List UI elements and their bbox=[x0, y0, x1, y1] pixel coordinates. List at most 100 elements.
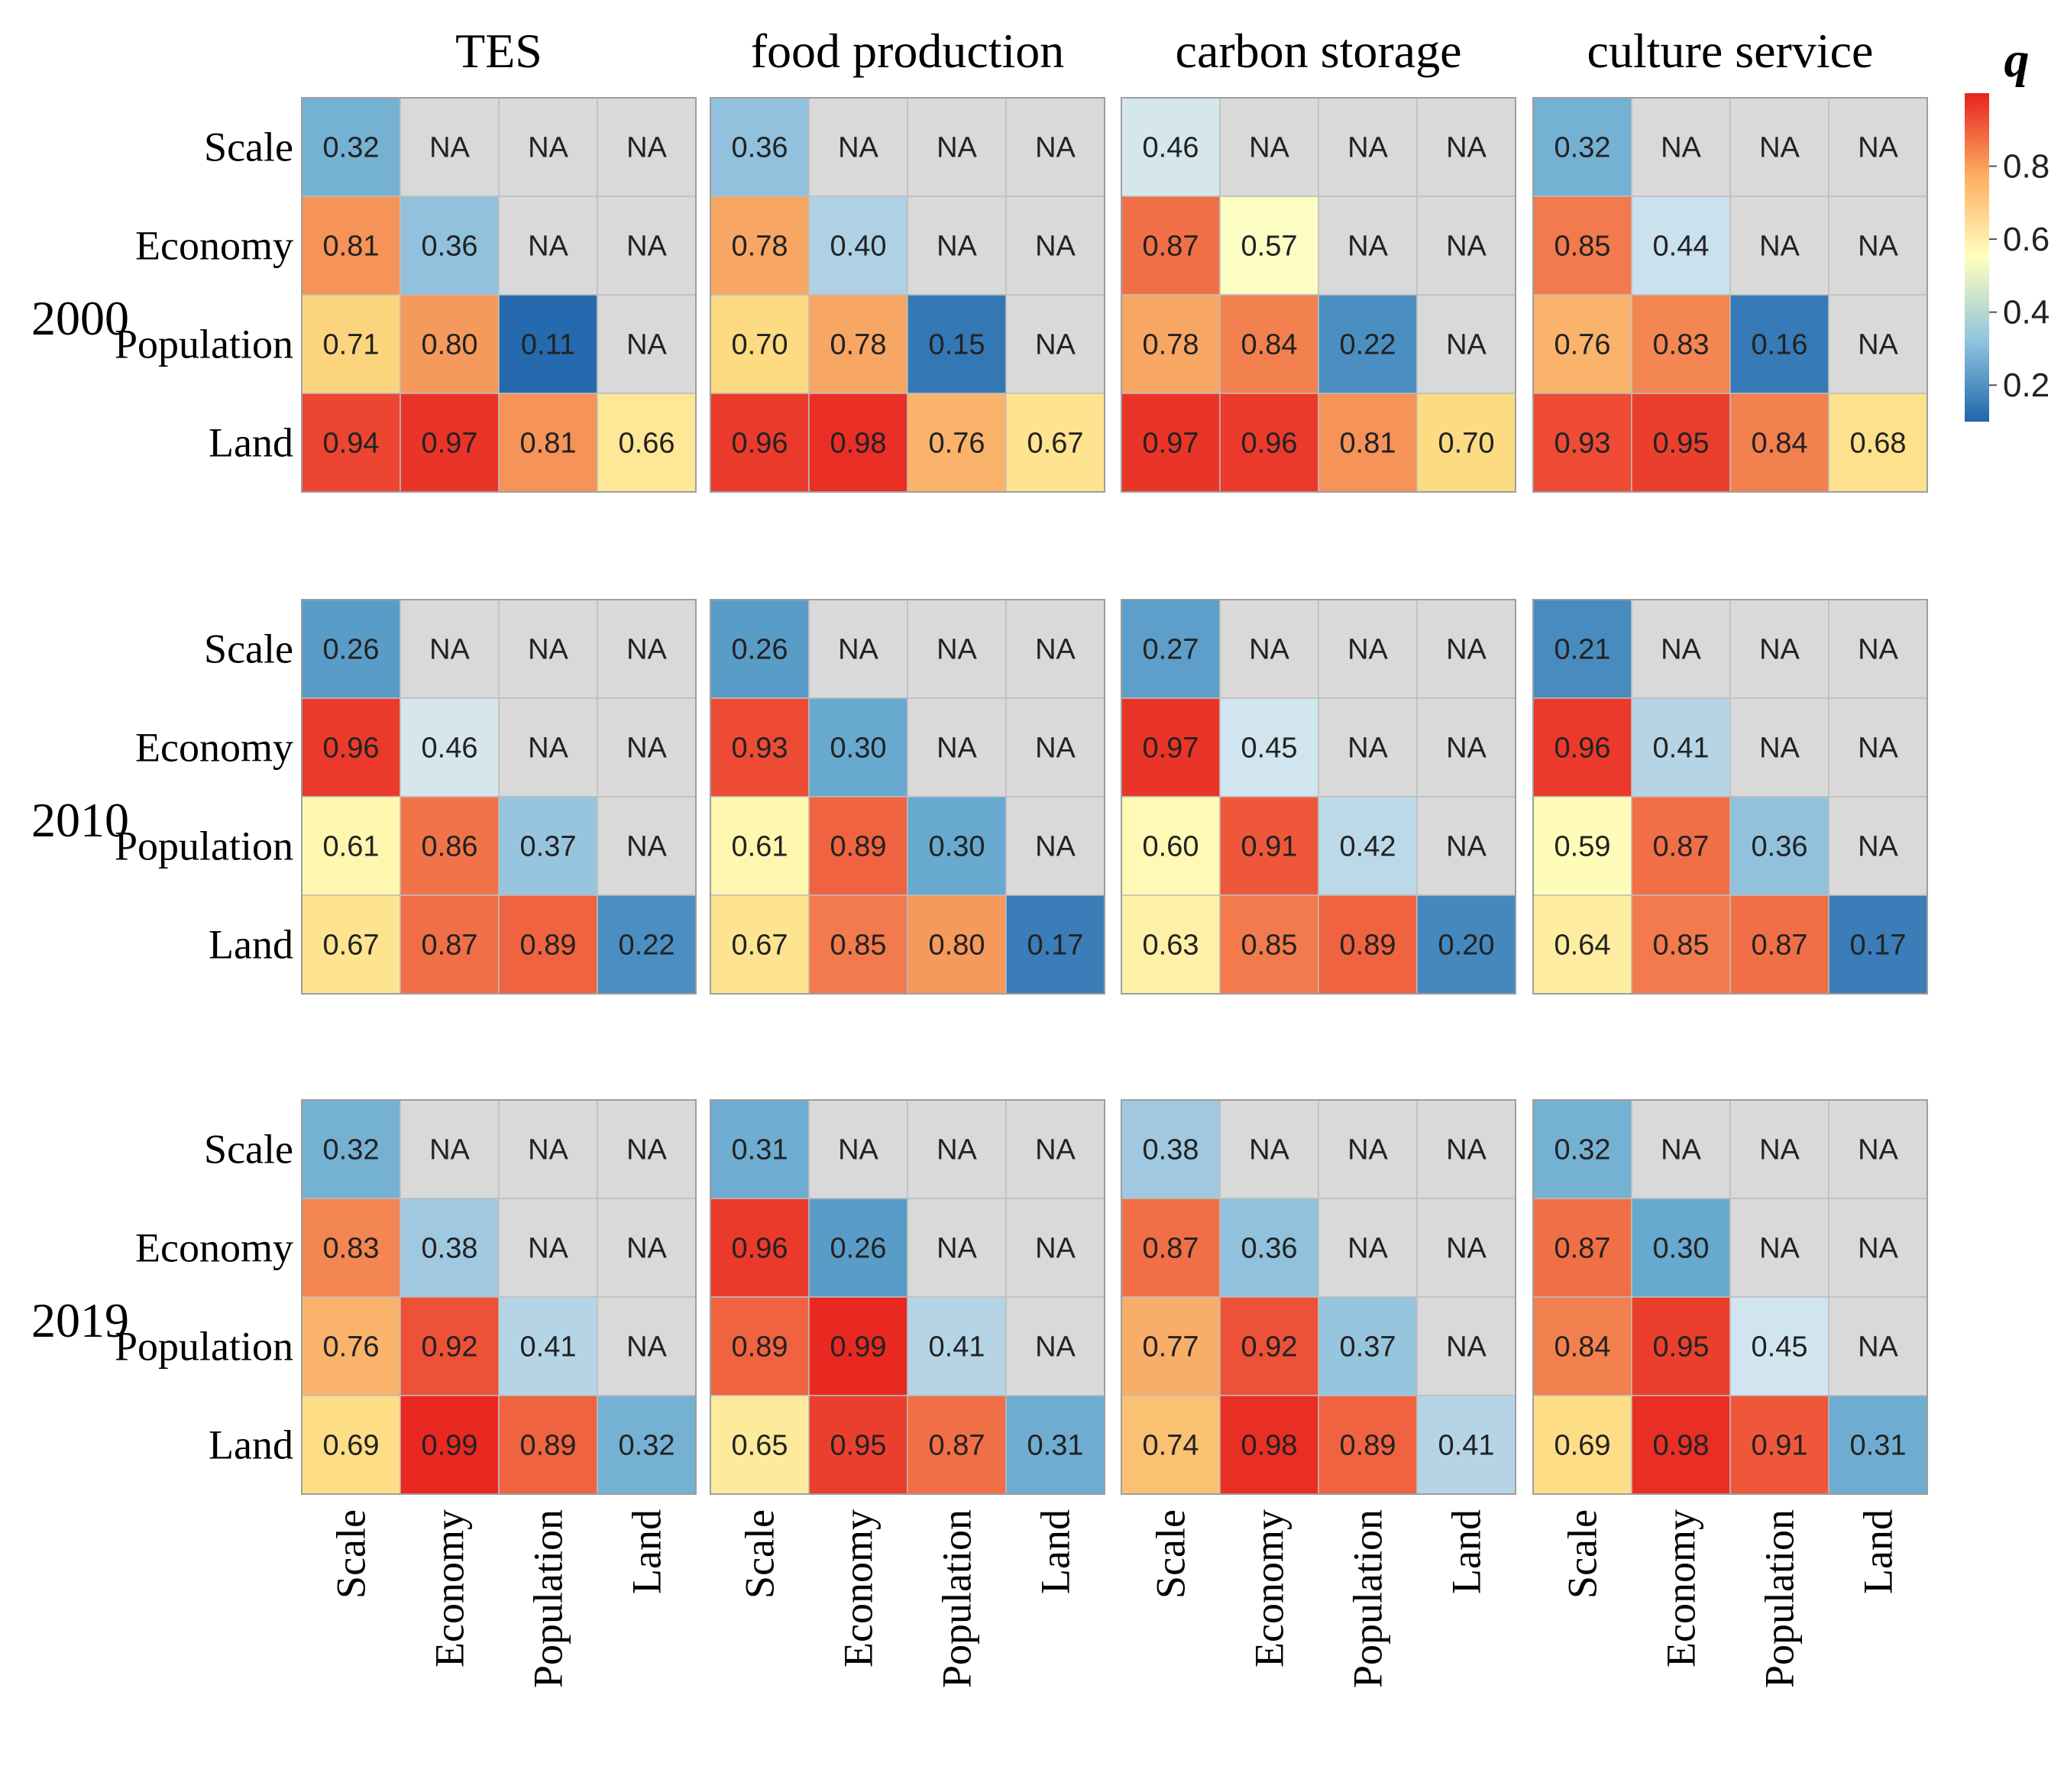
heatmap-cell bbox=[710, 1099, 810, 1199]
panel-2019-carbon-storage: 0.38 NA NA NA 0.87 0.36 NA NA 0.77 0.92 0.37 NA 0.74… bbox=[1121, 1099, 1516, 1495]
heatmap-cell bbox=[1219, 894, 1319, 995]
cell-value: NA bbox=[1347, 231, 1388, 263]
cell-value: NA bbox=[1347, 1233, 1388, 1265]
heatmap-cell bbox=[1416, 196, 1516, 296]
cell-value: 0.46 bbox=[1143, 132, 1199, 164]
cell-value: 0.97 bbox=[422, 428, 478, 460]
cell-value: NA bbox=[1035, 1134, 1076, 1166]
cell-value: 0.74 bbox=[1143, 1430, 1199, 1462]
cell-value: 0.63 bbox=[1143, 930, 1199, 962]
heatmap-cell bbox=[1416, 599, 1516, 699]
cell-value: 0.42 bbox=[1340, 831, 1396, 863]
column-title-carbon-storage: carbon storage bbox=[1176, 24, 1462, 78]
cell-value: 0.87 bbox=[422, 930, 478, 962]
cell-value: NA bbox=[1347, 634, 1388, 666]
cell-value: 0.32 bbox=[1554, 1134, 1611, 1166]
cell-value: NA bbox=[528, 634, 568, 666]
heatmap-cell bbox=[1828, 1395, 1928, 1495]
heatmap-cell bbox=[1121, 599, 1221, 699]
column-title-tes: TES bbox=[455, 24, 542, 78]
cell-value: 0.87 bbox=[1752, 930, 1808, 962]
cell-value: NA bbox=[626, 831, 667, 863]
x-tick-label-population: Population bbox=[526, 1509, 571, 1688]
heatmap-cell bbox=[808, 697, 908, 797]
cell-value: 0.76 bbox=[929, 428, 985, 460]
heatmap-cell bbox=[1828, 697, 1928, 797]
cell-value: NA bbox=[1446, 231, 1487, 263]
cell-value: NA bbox=[1446, 132, 1487, 164]
cell-value: NA bbox=[1035, 132, 1076, 164]
cell-value: 0.40 bbox=[830, 231, 887, 263]
cell-value: 0.38 bbox=[422, 1233, 478, 1265]
heatmap-cell bbox=[1828, 393, 1928, 493]
cell-value: 0.96 bbox=[732, 428, 788, 460]
cell-value: 0.69 bbox=[1554, 1430, 1611, 1462]
cell-value: 0.70 bbox=[732, 329, 788, 361]
cell-value: NA bbox=[1858, 132, 1898, 164]
cell-value: NA bbox=[1759, 1134, 1800, 1166]
cell-value: NA bbox=[1446, 733, 1487, 765]
heatmap-cell bbox=[597, 1198, 697, 1298]
heatmap-cell bbox=[1729, 894, 1829, 995]
row-label-land: Land bbox=[209, 1422, 293, 1468]
cell-value: NA bbox=[1347, 1134, 1388, 1166]
heatmap-cell bbox=[1005, 393, 1105, 493]
cell-value: 0.32 bbox=[619, 1430, 675, 1462]
cell-value: 0.84 bbox=[1752, 428, 1808, 460]
cell-value: NA bbox=[1446, 1134, 1487, 1166]
heatmap-cell bbox=[1121, 1198, 1221, 1298]
heatmap-cell bbox=[301, 97, 401, 197]
panel-border bbox=[1121, 599, 1516, 995]
cell-value: 0.30 bbox=[929, 831, 985, 863]
cell-value: 0.85 bbox=[1241, 930, 1298, 962]
heatmap-cell bbox=[400, 393, 500, 493]
cell-value: 0.95 bbox=[1653, 428, 1710, 460]
heatmap-cell bbox=[710, 196, 810, 296]
cell-value: 0.93 bbox=[1554, 428, 1611, 460]
panel-2010-food-production: 0.26 NA NA NA 0.93 0.30 NA NA 0.61 0.89 0.30 NA 0.67… bbox=[710, 599, 1105, 995]
heatmap-cell bbox=[1121, 1099, 1221, 1199]
x-tick-label-land: Land bbox=[624, 1509, 670, 1594]
panel-border bbox=[1532, 599, 1928, 995]
year-label-2010: 2010 bbox=[31, 793, 129, 847]
heatmap-cell bbox=[1631, 697, 1731, 797]
row-label-land: Land bbox=[209, 420, 293, 466]
cell-value: NA bbox=[626, 329, 667, 361]
x-tick-label-land: Land bbox=[1855, 1509, 1901, 1594]
heatmap-cell bbox=[1828, 894, 1928, 995]
heatmap-cell bbox=[1318, 1099, 1418, 1199]
heatmap-cell bbox=[907, 294, 1007, 394]
cell-value: 0.85 bbox=[830, 930, 887, 962]
cell-value: 0.36 bbox=[1752, 831, 1808, 863]
heatmap-cell bbox=[1532, 1395, 1632, 1495]
heatmap-cell bbox=[710, 894, 810, 995]
cell-value: 0.85 bbox=[1554, 231, 1611, 263]
heatmap-cell bbox=[1318, 894, 1418, 995]
panel-2000-carbon-storage: 0.46 NA NA NA 0.87 0.57 NA NA 0.78 0.84 0.22 NA 0.97… bbox=[1121, 97, 1516, 493]
cell-value: 0.99 bbox=[830, 1331, 887, 1363]
cell-value: 0.93 bbox=[732, 733, 788, 765]
heatmap-cell bbox=[1416, 1198, 1516, 1298]
cell-value: 0.17 bbox=[1850, 930, 1907, 962]
heatmap-cell bbox=[808, 1395, 908, 1495]
heatmap-cell bbox=[1828, 294, 1928, 394]
cell-value: 0.71 bbox=[323, 329, 380, 361]
cell-value: NA bbox=[937, 1134, 977, 1166]
cell-value: 0.45 bbox=[1241, 733, 1298, 765]
cell-value: 0.99 bbox=[422, 1430, 478, 1462]
cell-value: NA bbox=[1759, 634, 1800, 666]
heatmap-cell bbox=[400, 1395, 500, 1495]
heatmap-cell bbox=[808, 1198, 908, 1298]
heatmap-cell bbox=[498, 1198, 598, 1298]
panel-2000-culture-service: 0.32 NA NA NA 0.85 0.44 NA NA 0.76 0.83 0.16 NA 0.93… bbox=[1532, 97, 1928, 493]
heatmap-cell bbox=[1532, 1099, 1632, 1199]
cell-value: 0.27 bbox=[1143, 634, 1199, 666]
heatmap-cell bbox=[400, 796, 500, 896]
cell-value: 0.41 bbox=[1438, 1430, 1495, 1462]
cell-value: 0.87 bbox=[1143, 1233, 1199, 1265]
cell-value: 0.36 bbox=[422, 231, 478, 263]
cell-value: NA bbox=[626, 231, 667, 263]
cell-value: 0.78 bbox=[732, 231, 788, 263]
cell-value: 0.95 bbox=[830, 1430, 887, 1462]
